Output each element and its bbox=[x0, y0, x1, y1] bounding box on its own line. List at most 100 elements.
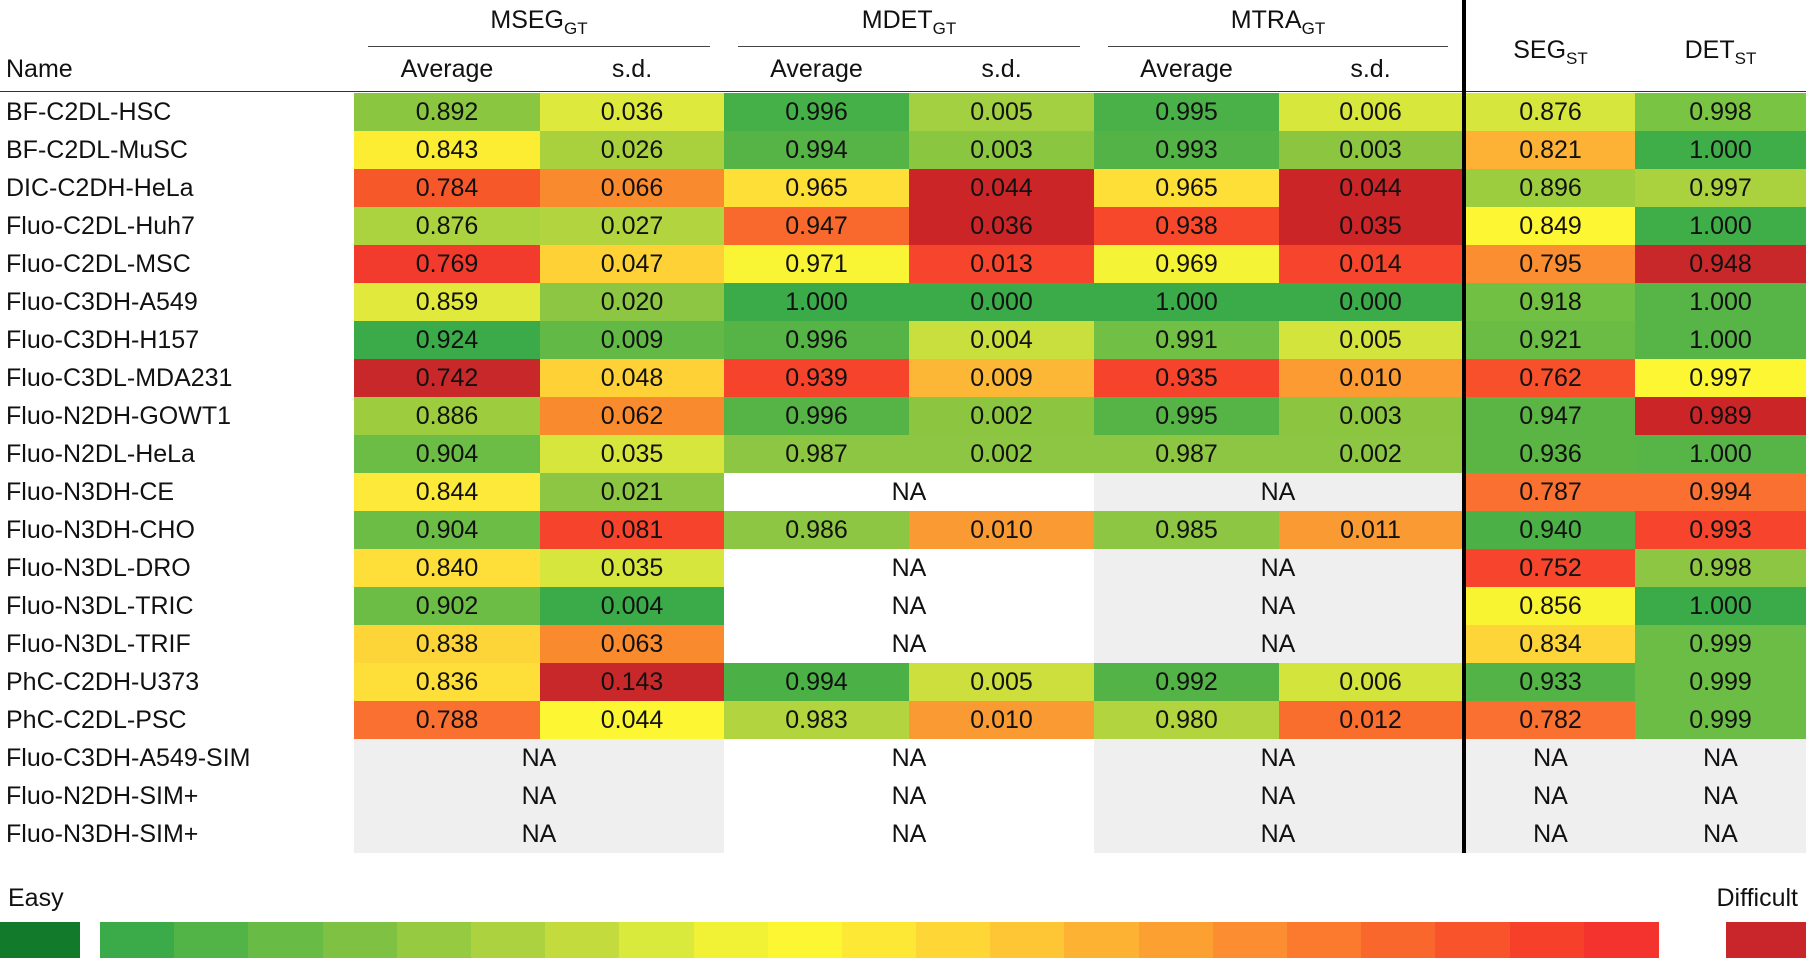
row-label: Fluo-N3DL-TRIC bbox=[6, 591, 194, 620]
heatmap-cell: 0.010 bbox=[909, 511, 1094, 549]
legend-scale-swatch bbox=[1064, 922, 1140, 958]
row-label: Fluo-C2DL-MSC bbox=[6, 249, 191, 278]
heatmap-cell: 0.993 bbox=[1094, 131, 1279, 169]
heatmap-cell: 0.784 bbox=[354, 169, 540, 207]
row-label: Fluo-N3DH-SIM+ bbox=[6, 819, 199, 848]
na-cell: NA bbox=[1466, 739, 1635, 777]
legend-scale-swatch bbox=[767, 922, 843, 958]
heatmap-cell: 0.992 bbox=[1094, 663, 1279, 701]
heatmap-cell: 0.947 bbox=[724, 207, 909, 245]
na-cell: NA bbox=[1094, 625, 1462, 663]
column-header: s.d. bbox=[981, 55, 1022, 83]
heatmap-cell: 0.995 bbox=[1094, 93, 1279, 131]
group-header-subscript: GT bbox=[932, 19, 957, 38]
heatmap-cell: 0.939 bbox=[724, 359, 909, 397]
heatmap-cell: 0.762 bbox=[1466, 359, 1635, 397]
heatmap-cell: 0.044 bbox=[909, 169, 1094, 207]
heatmap-cell: 0.876 bbox=[354, 207, 540, 245]
heatmap-cell: 0.004 bbox=[540, 587, 724, 625]
heatmap-cell: 0.026 bbox=[540, 131, 724, 169]
heatmap-cell: 0.986 bbox=[724, 511, 909, 549]
heatmap-cell: 0.843 bbox=[354, 131, 540, 169]
heatmap-cell: 0.940 bbox=[1466, 511, 1635, 549]
heatmap-cell: 0.933 bbox=[1466, 663, 1635, 701]
heatmap-cell: 0.998 bbox=[1635, 549, 1806, 587]
na-cell: NA bbox=[1466, 777, 1635, 815]
row-label: Fluo-C2DL-Huh7 bbox=[6, 211, 195, 240]
legend-scale-swatch bbox=[1287, 922, 1362, 958]
column-header-subscript: ST bbox=[1734, 49, 1757, 68]
heatmap-cell: 0.044 bbox=[540, 701, 724, 739]
row-label: PhC-C2DH-U373 bbox=[6, 667, 200, 696]
heatmap-cell: 0.983 bbox=[724, 701, 909, 739]
legend-scale-swatch bbox=[916, 922, 991, 958]
column-header-name: DET bbox=[1684, 36, 1735, 64]
column-header: Average bbox=[770, 55, 863, 83]
heatmap-cell: 0.002 bbox=[909, 435, 1094, 473]
heatmap-cell: 0.005 bbox=[909, 93, 1094, 131]
heatmap-cell: 1.000 bbox=[724, 283, 909, 321]
row-label: Fluo-C3DH-A549 bbox=[6, 287, 198, 316]
column-header-subscript: ST bbox=[1566, 49, 1588, 68]
heatmap-cell: 0.859 bbox=[354, 283, 540, 321]
heatmap-cell: 0.012 bbox=[1279, 701, 1462, 739]
column-header-name: SEG bbox=[1513, 36, 1567, 64]
group-header-name: MSEG bbox=[490, 6, 564, 34]
row-header: Name bbox=[6, 55, 73, 83]
legend-low-label: Easy bbox=[8, 884, 64, 912]
heatmap-cell: 0.904 bbox=[354, 435, 540, 473]
na-cell: NA bbox=[1635, 739, 1806, 777]
heatmap-cell: 0.035 bbox=[1279, 207, 1462, 245]
na-cell: NA bbox=[724, 473, 1094, 511]
heatmap-cell: 0.788 bbox=[354, 701, 540, 739]
row-label: BF-C2DL-HSC bbox=[6, 97, 172, 126]
na-cell: NA bbox=[354, 815, 724, 853]
heatmap-cell: 0.010 bbox=[1279, 359, 1462, 397]
heatmap-cell: 0.752 bbox=[1466, 549, 1635, 587]
heatmap-cell: 0.965 bbox=[724, 169, 909, 207]
heatmap-cell: 0.994 bbox=[724, 663, 909, 701]
row-label: Fluo-N3DH-CE bbox=[6, 477, 175, 506]
heatmap-cell: 0.849 bbox=[1466, 207, 1635, 245]
group-header: MDETGT bbox=[724, 6, 1094, 38]
row-label: Fluo-C3DH-H157 bbox=[6, 325, 200, 354]
heatmap-cell: 1.000 bbox=[1635, 207, 1806, 245]
heatmap-cell: 0.769 bbox=[354, 245, 540, 283]
heatmap-cell: 0.971 bbox=[724, 245, 909, 283]
heatmap-cell: 0.996 bbox=[724, 321, 909, 359]
heatmap-cell: 0.991 bbox=[1094, 321, 1279, 359]
heatmap-cell: 0.886 bbox=[354, 397, 540, 435]
heatmap-cell: 0.892 bbox=[354, 93, 540, 131]
heatmap-cell: 0.996 bbox=[724, 93, 909, 131]
legend-scale-swatch bbox=[545, 922, 620, 958]
legend-scale-swatch bbox=[1361, 922, 1437, 958]
heatmap-cell: 0.856 bbox=[1466, 587, 1635, 625]
heatmap-cell: 0.006 bbox=[1279, 663, 1462, 701]
heatmap-cell: 1.000 bbox=[1635, 321, 1806, 359]
heatmap-cell: 0.836 bbox=[354, 663, 540, 701]
heatmap-cell: 0.987 bbox=[1094, 435, 1279, 473]
heatmap-cell: 0.985 bbox=[1094, 511, 1279, 549]
heatmap-cell: 0.834 bbox=[1466, 625, 1635, 663]
legend-scale-swatch bbox=[619, 922, 695, 958]
heatmap-cell: 0.004 bbox=[909, 321, 1094, 359]
group-header-name: MDET bbox=[861, 6, 933, 34]
na-cell: NA bbox=[1094, 777, 1462, 815]
na-cell: NA bbox=[1094, 549, 1462, 587]
heatmap-cell: 0.048 bbox=[540, 359, 724, 397]
row-label: Fluo-C3DL-MDA231 bbox=[6, 363, 233, 392]
column-header: s.d. bbox=[611, 55, 653, 83]
heatmap-cell: 1.000 bbox=[1635, 587, 1806, 625]
heatmap-cell: 0.997 bbox=[1635, 359, 1806, 397]
na-cell: NA bbox=[354, 777, 724, 815]
legend-scale-swatch bbox=[1138, 922, 1214, 958]
legend-scale-swatch bbox=[990, 922, 1066, 958]
group-header-subscript: GT bbox=[564, 19, 588, 38]
legend-scale-swatch bbox=[693, 922, 769, 958]
heatmap-cell: 0.002 bbox=[1279, 435, 1462, 473]
heatmap-cell: 0.787 bbox=[1466, 473, 1635, 511]
heatmap-cell: 0.844 bbox=[354, 473, 540, 511]
na-cell: NA bbox=[354, 739, 724, 777]
heatmap-cell: 1.000 bbox=[1094, 283, 1279, 321]
heatmap-cell: 0.938 bbox=[1094, 207, 1279, 245]
